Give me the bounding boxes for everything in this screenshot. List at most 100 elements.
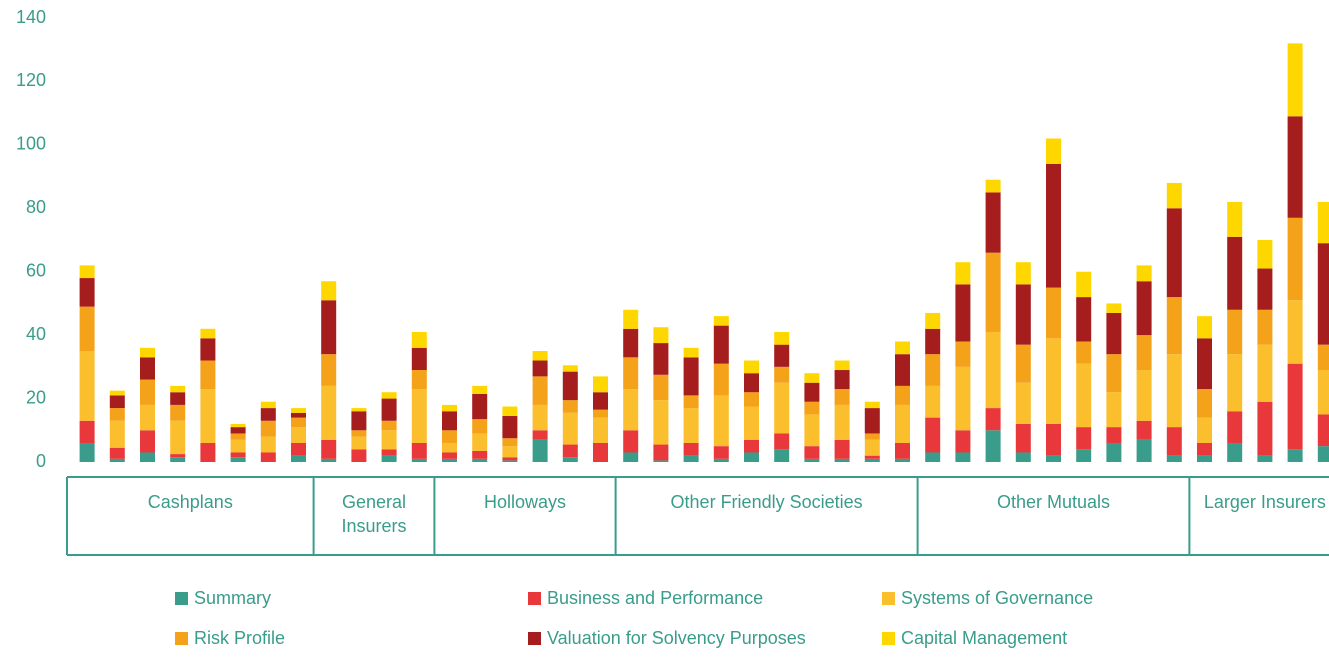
bar-segment <box>834 360 850 371</box>
bar-segment <box>351 408 367 412</box>
legend-swatch <box>528 632 541 645</box>
bar-segment <box>804 458 820 462</box>
legend-item: Risk Profile <box>175 628 285 649</box>
bar-segment <box>774 366 790 383</box>
bar-segment <box>502 446 518 458</box>
bar-segment <box>653 400 669 445</box>
bar-segment <box>1287 300 1303 364</box>
bar-segment <box>774 449 790 462</box>
bar-segment <box>1227 411 1243 443</box>
bar-segment <box>411 389 427 443</box>
bar-segment <box>683 408 699 443</box>
bar-segment <box>1317 243 1329 345</box>
bar-segment <box>260 452 276 462</box>
bar-segment <box>804 373 820 383</box>
legend-label: Valuation for Solvency Purposes <box>547 628 806 648</box>
legend-item: Capital Management <box>882 628 1067 649</box>
bar-segment <box>381 398 397 421</box>
bar-segment <box>864 455 880 459</box>
bar-segment <box>925 312 941 329</box>
y-tick-label: 120 <box>16 70 46 90</box>
bar-segment <box>1076 363 1092 428</box>
bar-segment <box>230 439 246 453</box>
bar-segment <box>1287 363 1303 450</box>
bar-segment <box>230 427 246 434</box>
bar-segment <box>1015 452 1031 462</box>
bar-segment <box>1197 455 1212 462</box>
bar-segment <box>895 458 910 462</box>
bar-segment <box>170 404 186 421</box>
bar-segment <box>744 392 759 407</box>
bar-segment <box>532 360 548 377</box>
legend-label: Systems of Governance <box>901 588 1094 608</box>
bar-segment <box>1046 423 1061 456</box>
bar-segment <box>351 411 367 431</box>
y-tick-label: 140 <box>16 7 46 27</box>
bar-segment <box>170 454 186 458</box>
bar-segment <box>1076 427 1092 450</box>
y-tick-label: 100 <box>16 134 46 154</box>
group-label: Cashplans <box>147 492 233 512</box>
bar-segment <box>1227 201 1243 237</box>
bar-segment <box>623 389 639 431</box>
bar-segment <box>593 409 608 418</box>
legend-item: Valuation for Solvency Purposes <box>528 628 806 649</box>
bar-segment <box>1076 341 1092 364</box>
bar-segment <box>653 460 669 462</box>
bar-segment <box>955 262 971 285</box>
bar-segment <box>653 444 669 461</box>
bar-segment <box>864 433 880 440</box>
bar-segment <box>1197 442 1212 456</box>
bar-segment <box>411 442 427 459</box>
bar-segment <box>381 392 397 399</box>
bar-segment <box>1257 268 1273 310</box>
bar-segment <box>140 347 155 358</box>
bar-segment <box>683 455 699 462</box>
bar-segment <box>1197 417 1212 443</box>
legend-item: Summary <box>175 588 271 609</box>
bar-segment <box>925 328 941 355</box>
bar-segment <box>804 414 820 447</box>
bar-segment <box>411 347 427 371</box>
legend-label: Risk Profile <box>194 628 286 648</box>
legend-item: Systems of Governance <box>882 588 1093 609</box>
bar-segment <box>1317 344 1329 371</box>
bar-segment <box>442 442 457 453</box>
bar-segment <box>1046 138 1061 164</box>
bar-segment <box>562 371 578 401</box>
bar-segment <box>502 438 518 447</box>
bar-segment <box>985 179 1001 193</box>
bar-segment <box>864 458 880 462</box>
bar-segment <box>140 452 155 462</box>
bar-segment <box>1166 297 1182 355</box>
bar-segment <box>1166 455 1182 462</box>
bar-segment <box>381 455 397 462</box>
bar-segment <box>955 430 971 453</box>
legend-swatch <box>175 592 188 605</box>
bar-segment <box>593 442 608 462</box>
bar-segment <box>623 430 639 453</box>
bar-segment <box>1257 309 1273 345</box>
bar-segment <box>774 331 790 345</box>
bar-segment <box>1106 312 1122 355</box>
bar-segment <box>1015 423 1031 453</box>
bar-segment <box>1197 316 1212 339</box>
bar-segment <box>260 420 276 437</box>
bar-segment <box>1197 338 1212 390</box>
bar-segment <box>442 411 457 431</box>
bar-segment <box>381 430 397 450</box>
bar-segment <box>834 389 850 405</box>
bar-segment <box>1287 43 1303 117</box>
bar-segment <box>1317 414 1329 447</box>
y-tick-label: 20 <box>26 387 46 407</box>
group-label: Larger Insurers <box>1203 492 1326 512</box>
bar-segment <box>321 281 337 301</box>
bar-segment <box>1136 281 1152 336</box>
bar-segment <box>744 360 759 374</box>
bar-segment <box>623 328 639 358</box>
bar-segment <box>925 417 941 453</box>
bar-segment <box>170 457 186 462</box>
bar-segment <box>442 404 457 412</box>
bar-segment <box>1197 389 1212 418</box>
